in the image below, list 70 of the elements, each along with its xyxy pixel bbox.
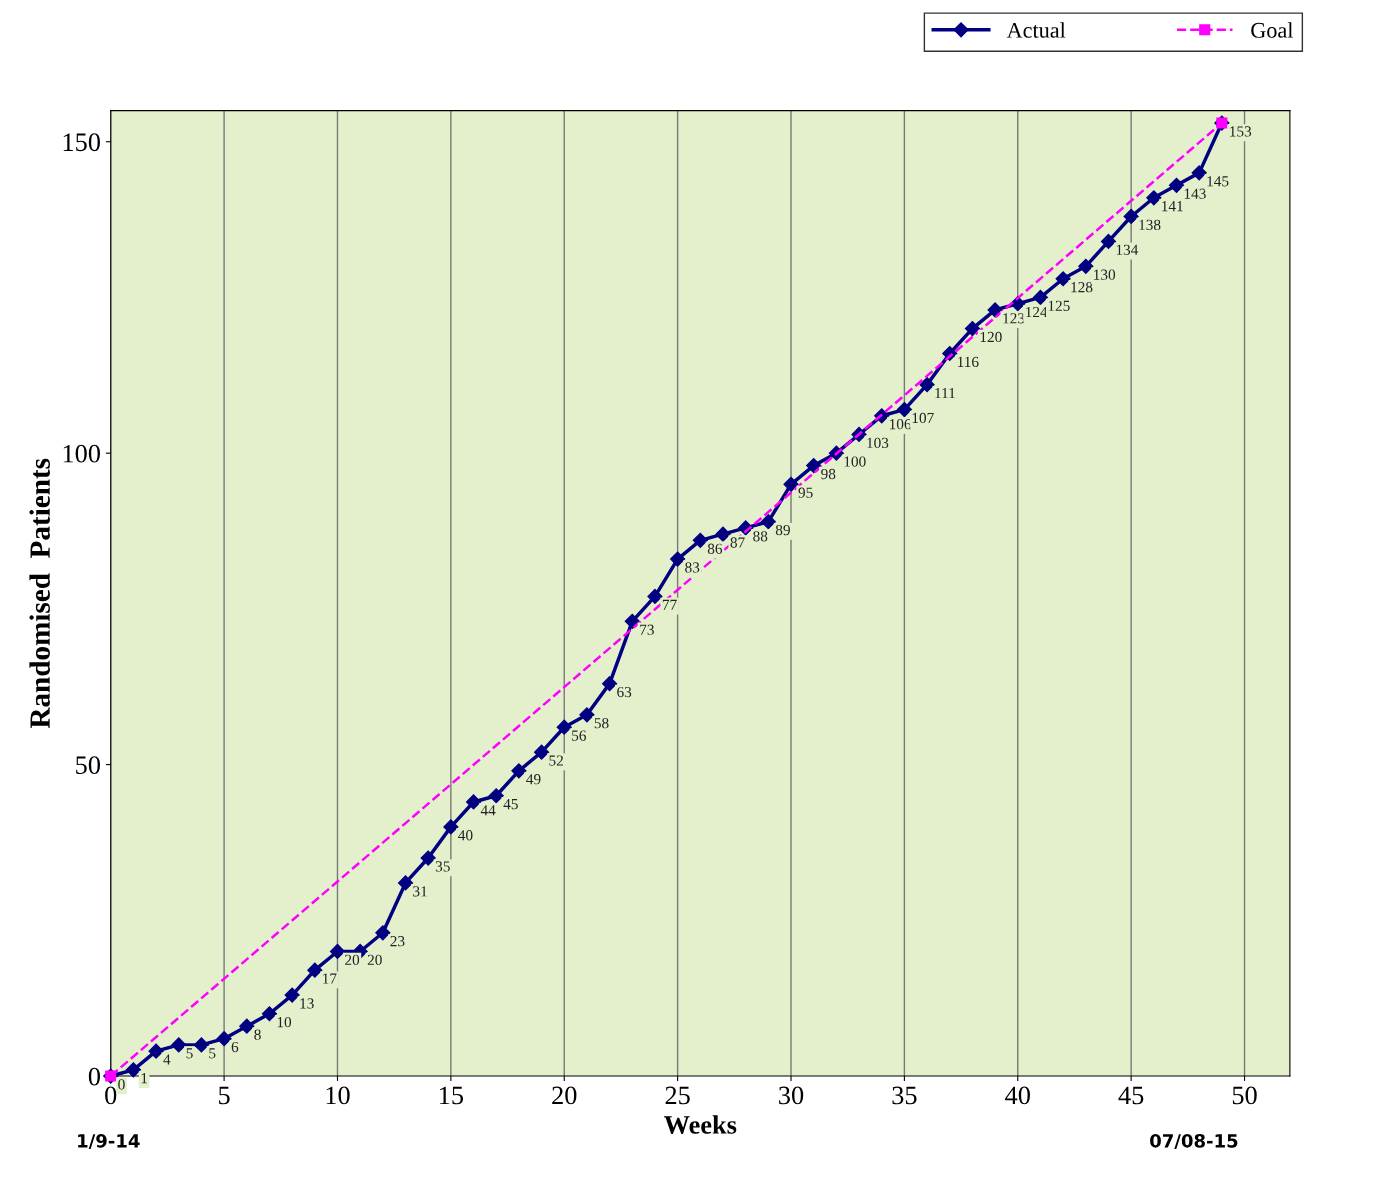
data-label: 98 (821, 468, 836, 480)
data-label: 128 (1071, 281, 1093, 293)
data-label: 77 (662, 599, 677, 610)
data-label: 111 (935, 387, 955, 399)
data-label: 134 (1116, 244, 1139, 255)
x-tick-label: 10 (326, 1086, 350, 1105)
data-label: 56 (572, 730, 587, 741)
data-label: 10 (277, 1016, 292, 1028)
data-label: 141 (1162, 201, 1183, 212)
data-label: 120 (980, 331, 1002, 343)
x-tick-label: 5 (219, 1086, 230, 1105)
data-label: 124 (1026, 306, 1048, 318)
data-label: 13 (300, 998, 314, 1009)
text: 07/08-15 (1150, 1133, 1238, 1150)
data-label: 58 (594, 717, 609, 729)
data-label: 17 (323, 973, 337, 984)
y-tick-label: 100 (63, 444, 100, 463)
data-label: 88 (753, 531, 768, 542)
data-label: 35 (435, 861, 450, 872)
data-label: 87 (730, 537, 745, 548)
data-label: 73 (640, 624, 654, 635)
data-label: 31 (413, 886, 427, 897)
data-label: 5 (186, 1048, 193, 1059)
x-tick-label: 35 (892, 1086, 917, 1105)
data-label: 116 (958, 356, 979, 368)
x-tick-label: 20 (552, 1086, 577, 1105)
x-tick-label: 30 (779, 1086, 804, 1105)
data-label: 0 (118, 1079, 125, 1090)
x-tick-label: 45 (1118, 1086, 1144, 1105)
data-label: 49 (526, 774, 541, 785)
data-label: 143 (1184, 188, 1206, 199)
data-label: 5 (209, 1048, 216, 1059)
y-tick-label: 0 (88, 1067, 100, 1086)
data-label: 138 (1139, 219, 1161, 230)
data-label: 153 (1230, 126, 1252, 137)
data-label: 103 (867, 437, 889, 449)
legend-label: Actual (1006, 22, 1066, 38)
x-tick-label: 40 (1005, 1086, 1030, 1105)
x-tick-label: 0 (105, 1086, 117, 1105)
legend-label: Goal (1251, 22, 1294, 38)
x-tick-label: 15 (439, 1086, 464, 1105)
data-label: 123 (1003, 313, 1025, 324)
data-label: 86 (707, 543, 723, 554)
text: 1/9-14 (78, 1134, 140, 1150)
data-label: 20 (345, 954, 360, 965)
y-tick-label: 150 (63, 133, 100, 152)
data-label: 1 (141, 1073, 148, 1084)
data-label: 23 (390, 936, 405, 947)
data-label: 100 (844, 456, 866, 467)
data-label: 145 (1207, 176, 1229, 187)
x-tick-label: 25 (665, 1086, 690, 1105)
data-label: 83 (685, 562, 700, 573)
data-label: 52 (549, 755, 563, 766)
data-label: 4 (163, 1054, 171, 1065)
y-tick-label: 50 (76, 756, 100, 775)
data-label: 8 (254, 1029, 261, 1040)
data-label: 45 (503, 799, 518, 810)
x-axis-title: Weeks (664, 1115, 737, 1134)
y-axis-title: Randomised Patients (29, 458, 50, 729)
data-label: 89 (775, 524, 790, 536)
x-tick-label: 50 (1232, 1086, 1257, 1105)
data-label: 130 (1094, 269, 1116, 280)
data-label: 95 (798, 487, 813, 498)
data-label: 107 (912, 412, 934, 424)
data-label: 6 (231, 1041, 239, 1053)
data-label: 125 (1048, 300, 1070, 311)
data-label: 44 (480, 805, 496, 816)
data-label: 20 (367, 954, 382, 965)
data-label: 40 (458, 830, 473, 841)
data-label: 63 (617, 686, 632, 698)
